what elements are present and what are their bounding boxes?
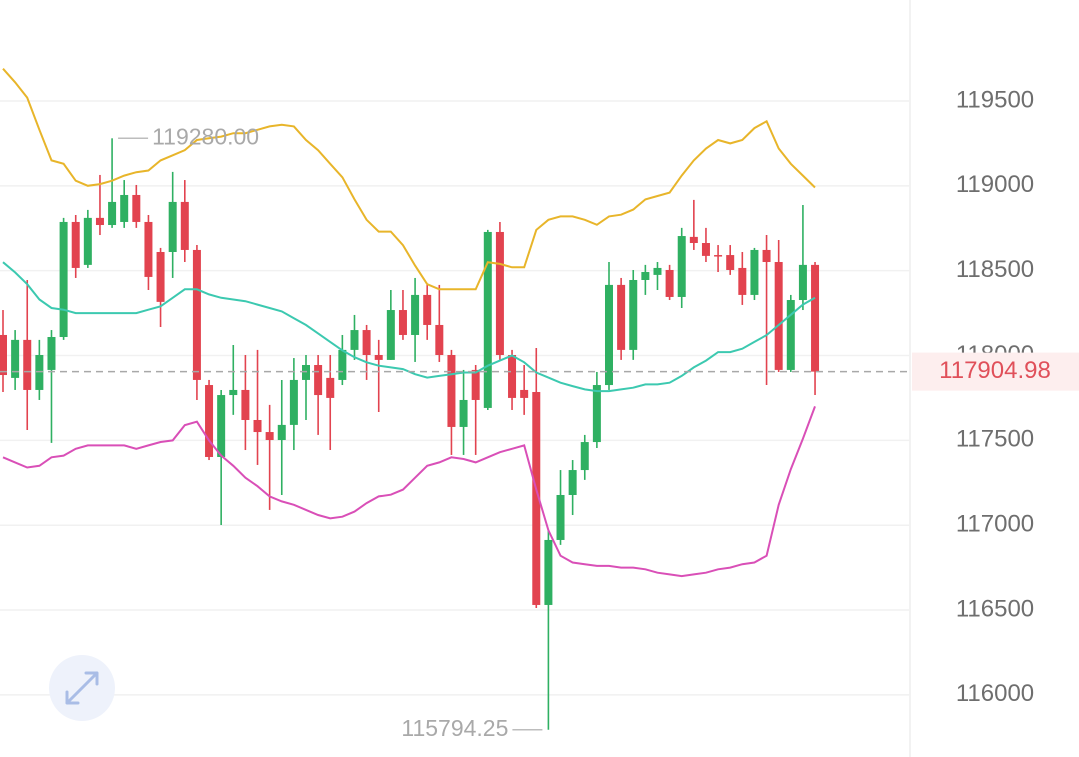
candle-body bbox=[217, 395, 226, 457]
band-line bbox=[2, 406, 816, 578]
candle-body bbox=[798, 264, 807, 301]
candle-body bbox=[641, 272, 650, 280]
band-line bbox=[2, 68, 816, 291]
candle-body bbox=[665, 269, 674, 297]
candle-body bbox=[338, 349, 347, 380]
y-tick-label: 119000 bbox=[956, 171, 1034, 198]
candle-body bbox=[168, 201, 177, 252]
candle-body bbox=[605, 284, 613, 386]
candle-body bbox=[11, 339, 20, 378]
candle-body bbox=[302, 365, 310, 380]
candle-body bbox=[326, 377, 335, 398]
candle-body bbox=[532, 391, 541, 605]
candle-body bbox=[762, 249, 771, 263]
candle-body bbox=[677, 236, 686, 297]
candle-body bbox=[423, 294, 432, 325]
candle-body bbox=[0, 334, 7, 376]
candle-body bbox=[398, 310, 407, 335]
candle-body bbox=[289, 379, 298, 425]
candle-body bbox=[592, 385, 601, 443]
candle-body bbox=[653, 267, 662, 275]
candle-body bbox=[483, 231, 492, 408]
candle-body bbox=[350, 330, 359, 350]
candle-body bbox=[120, 194, 129, 222]
candle-body bbox=[156, 251, 165, 302]
candle-body bbox=[314, 365, 323, 396]
candle-body bbox=[83, 217, 92, 265]
candle-body bbox=[132, 194, 141, 222]
candle-body bbox=[95, 217, 104, 226]
candle-body bbox=[629, 279, 638, 350]
y-tick-label: 117000 bbox=[956, 511, 1034, 538]
candle-body bbox=[144, 221, 153, 277]
candle-body bbox=[580, 442, 589, 471]
expand-icon[interactable] bbox=[65, 671, 99, 705]
annotation-label: 119280.00 bbox=[152, 123, 259, 149]
candle-body bbox=[35, 354, 44, 390]
candle-body bbox=[362, 330, 371, 355]
y-tick-label: 116500 bbox=[956, 595, 1034, 622]
y-tick-label: 116000 bbox=[956, 680, 1034, 707]
annotation-label: 115794.25 bbox=[401, 715, 508, 741]
candle-body bbox=[544, 539, 553, 605]
candle-body bbox=[459, 399, 468, 427]
candle-body bbox=[253, 419, 262, 433]
candle-body bbox=[411, 294, 420, 335]
last-price-tag bbox=[912, 352, 1079, 391]
candle-body bbox=[192, 249, 201, 380]
candle-body bbox=[774, 262, 783, 370]
candle-body bbox=[374, 354, 383, 360]
candle-body bbox=[520, 389, 529, 398]
candle-body bbox=[386, 310, 395, 360]
expand-button[interactable] bbox=[49, 655, 115, 721]
candle-body bbox=[180, 201, 189, 250]
candle-body bbox=[495, 231, 504, 355]
candle-body bbox=[71, 221, 80, 268]
candle-body bbox=[265, 432, 274, 441]
candle-body bbox=[205, 385, 214, 457]
candle-body bbox=[689, 236, 698, 244]
candle-body bbox=[435, 324, 444, 355]
candle-body bbox=[714, 255, 723, 257]
candle-body bbox=[277, 424, 286, 441]
candle-body bbox=[556, 494, 565, 540]
candle-body bbox=[811, 264, 820, 372]
y-tick-label: 118500 bbox=[956, 256, 1034, 283]
candle-body bbox=[47, 337, 56, 370]
candle-body bbox=[59, 221, 68, 338]
candle-body bbox=[568, 470, 577, 495]
candle-body bbox=[701, 243, 710, 256]
last-price-label: 117904.98 bbox=[939, 357, 1051, 384]
candle-body bbox=[241, 389, 250, 420]
candle-body bbox=[786, 300, 795, 370]
candle-body bbox=[750, 249, 759, 295]
candle-body bbox=[617, 284, 626, 350]
y-tick-label: 119500 bbox=[956, 86, 1034, 113]
candle-body bbox=[23, 339, 32, 390]
candle-body bbox=[108, 201, 117, 226]
candle-body bbox=[738, 267, 747, 295]
candle-body bbox=[508, 354, 517, 398]
candle-body bbox=[471, 369, 480, 400]
candle-body bbox=[229, 389, 238, 396]
y-tick-label: 117500 bbox=[956, 426, 1034, 453]
candle-body bbox=[726, 255, 735, 270]
candle-body bbox=[447, 354, 456, 427]
